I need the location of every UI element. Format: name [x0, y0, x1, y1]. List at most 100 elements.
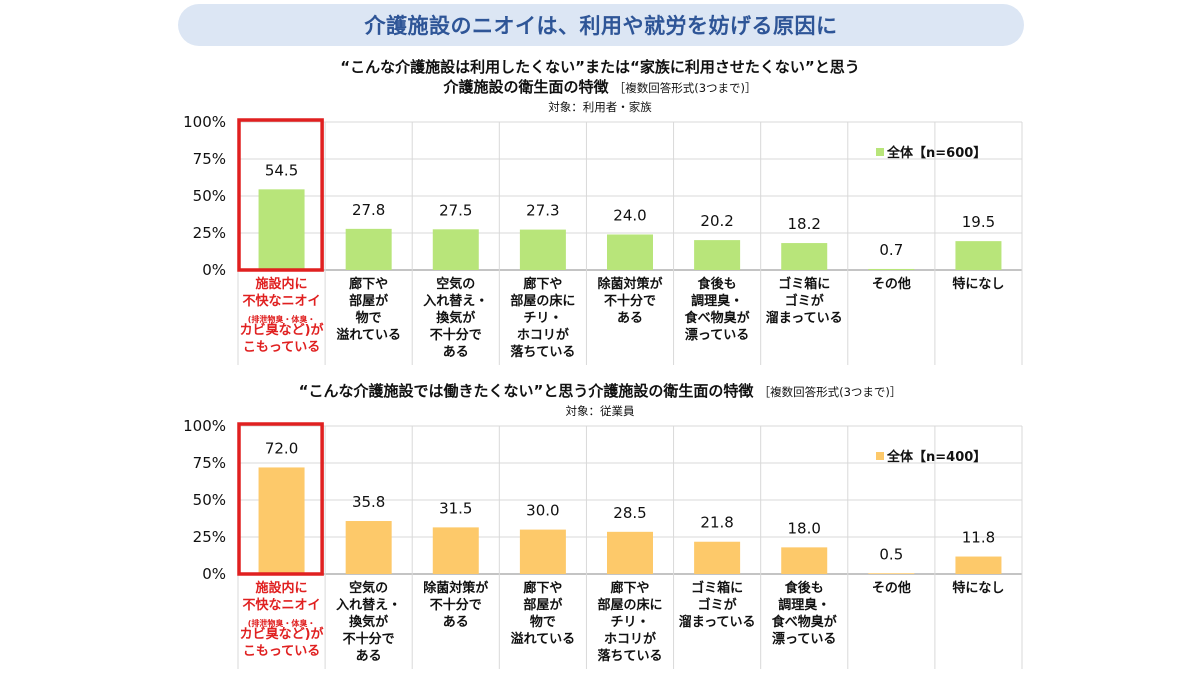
chart1-title-line1: “こんな介護施設は利用したくない”または“家族に利用させたくない”と思う	[340, 58, 860, 76]
chart1-title-text: 介護施設の衛生面の特徴	[443, 78, 609, 96]
bar	[868, 573, 915, 574]
category-label: チリ・	[610, 615, 649, 630]
category-label: ある	[443, 345, 469, 360]
bar	[694, 240, 741, 270]
category-label: 空気の	[349, 580, 388, 596]
y-tick-label: 75%	[193, 150, 226, 168]
category-label: 部屋の床に	[597, 597, 662, 613]
banner-title: 介護施設のニオイは、利用や就労を妨げる原因に	[364, 14, 838, 38]
category-label: 換気が	[436, 310, 475, 326]
legend-swatch	[876, 148, 884, 156]
category-label: 漂っている	[772, 631, 836, 647]
category-label: 物で	[530, 614, 556, 630]
category-label: 廊下や	[523, 276, 562, 292]
bar	[258, 467, 305, 574]
category-label: 物で	[356, 310, 382, 326]
data-label: 30.0	[526, 502, 559, 520]
y-tick-label: 50%	[193, 491, 226, 509]
highlight-box	[237, 118, 324, 272]
category-label: 不十分で	[604, 293, 656, 309]
category-label: 部屋が	[523, 597, 562, 613]
category-label: 不十分で	[430, 597, 482, 613]
data-label: 21.8	[700, 514, 733, 532]
bar	[345, 228, 392, 270]
category-label: 不十分で	[343, 631, 395, 647]
data-label: 0.5	[879, 545, 903, 563]
y-tick-label: 100%	[183, 113, 226, 131]
bar	[781, 547, 828, 574]
category-label: 溢れている	[336, 327, 401, 343]
category-label: 漂っている	[685, 327, 749, 343]
bar	[955, 556, 1002, 574]
category-label: ゴミが	[698, 597, 737, 613]
y-tick-label: 100%	[183, 417, 226, 435]
y-tick-label: 0%	[202, 261, 226, 279]
y-tick-label: 50%	[193, 187, 226, 205]
category-label: 部屋が	[349, 293, 388, 309]
category-label: 特になし	[952, 276, 1004, 292]
category-label: ある	[443, 615, 469, 630]
y-tick-label: 25%	[193, 224, 226, 242]
chart1-subtitle: ［複数回答形式(3つまで)］	[613, 81, 757, 95]
data-label: 18.0	[788, 519, 821, 537]
category-label: (排泄物臭・体臭・	[248, 618, 316, 628]
category-label: 除菌対策が	[597, 276, 662, 292]
category-label: 溢れている	[511, 631, 576, 647]
category-label: 食べ物臭が	[685, 310, 750, 326]
data-label: 35.8	[352, 493, 385, 511]
bar	[519, 229, 566, 270]
category-label: 換気が	[349, 614, 388, 630]
data-label: 28.5	[613, 504, 646, 522]
data-label: 27.8	[352, 201, 385, 219]
category-label: 食後も	[785, 580, 824, 596]
category-label: 調理臭・	[778, 597, 830, 613]
y-tick-label: 0%	[202, 565, 226, 583]
category-label: 空気の	[436, 276, 475, 292]
highlight-box	[237, 422, 324, 576]
category-label: 部屋の床に	[510, 293, 575, 309]
bar	[432, 229, 479, 270]
category-label: ある	[617, 311, 643, 326]
legend-label: 全体【n=400】	[886, 449, 986, 465]
bar	[607, 531, 653, 574]
category-label: 調理臭・	[691, 293, 743, 309]
data-label: 18.2	[788, 215, 821, 233]
bar	[345, 521, 392, 574]
legend-label: 全体【n=600】	[886, 145, 986, 161]
legend-swatch	[876, 452, 884, 460]
category-label: 食べ物臭が	[772, 614, 837, 630]
category-label: ホコリが	[604, 631, 656, 647]
category-label: その他	[872, 580, 911, 596]
data-label: 0.7	[879, 241, 903, 259]
category-label: 入れ替え・	[336, 597, 401, 613]
category-label: 不快なニオイ	[243, 597, 321, 613]
category-label: ゴミ箱に	[778, 276, 830, 292]
category-label: 溜まっている	[766, 310, 843, 326]
bar	[519, 529, 566, 574]
category-label: ゴミ箱に	[691, 580, 743, 596]
bar	[868, 268, 915, 270]
category-label: 入れ替え・	[423, 293, 488, 309]
category-label: 落ちている	[597, 648, 662, 664]
category-label: 施設内に	[256, 580, 308, 596]
category-label: 不快なニオイ	[243, 293, 321, 309]
category-label: カビ臭など)が	[240, 322, 324, 338]
data-label: 11.8	[962, 529, 995, 547]
data-label: 54.5	[265, 161, 298, 179]
chart1-title-line2: 介護施設の衛生面の特徴 ［複数回答形式(3つまで)］	[0, 76, 1200, 97]
chart1-target: 対象：利用者・家族	[548, 100, 652, 114]
data-label: 31.5	[439, 499, 472, 517]
category-label: こもっている	[243, 340, 320, 355]
category-label: 溜まっている	[679, 614, 756, 630]
category-label: (排泄物臭・体臭・	[248, 314, 316, 324]
category-label: ある	[356, 649, 382, 664]
bar	[955, 241, 1002, 270]
category-label: カビ臭など)が	[240, 626, 324, 642]
category-label: 施設内に	[256, 276, 308, 292]
category-label: 除菌対策が	[423, 580, 488, 596]
category-label: 食後も	[698, 276, 737, 292]
bar	[432, 527, 479, 574]
data-label: 27.3	[526, 202, 559, 220]
category-label: ホコリが	[517, 327, 569, 343]
